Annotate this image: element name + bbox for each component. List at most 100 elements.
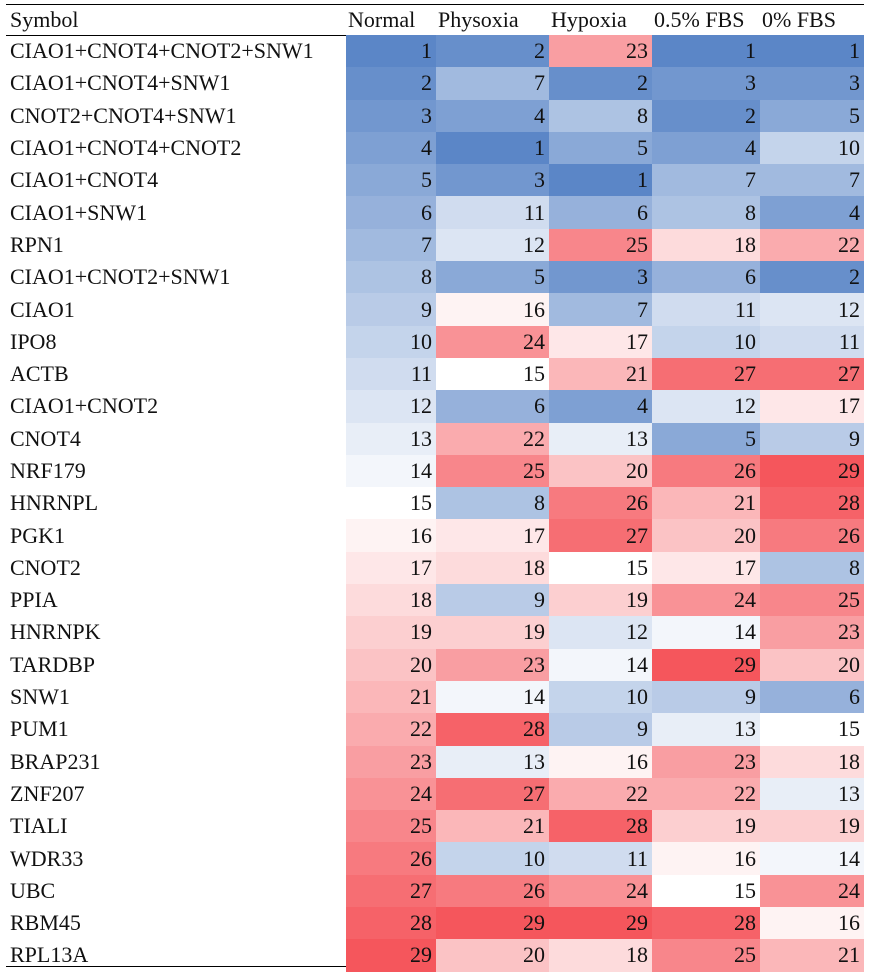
heatmap-cell: 4 [549,390,652,423]
heatmap-cell: 24 [652,584,760,617]
row-symbol-label: CIAO1+CNOT2 [10,393,159,419]
heatmap-cell: 8 [652,196,760,229]
row-symbol-label: CIAO1+CNOT4+CNOT2 [10,135,242,161]
table-row: CNOT2+CNOT4+SNW1 3 4 8 2 5 [6,99,864,132]
column-header-normal: Normal [348,7,416,32]
heatmap-cell: 19 [436,616,549,649]
table-row: CIAO1+SNW1 6 11 6 8 4 [6,196,864,229]
table-row: CIAO1+CNOT4+CNOT2 4 1 5 4 10 [6,131,864,165]
heatmap-cell: 21 [549,357,652,391]
heatmap-cell: 6 [760,680,864,714]
row-symbol-label: CIAO1+SNW1 [10,199,148,225]
heatmap-cell: 7 [346,228,436,262]
heatmap-cell: 28 [549,810,652,843]
heatmap-cell: 20 [652,519,760,552]
heatmap-cell: 28 [436,713,549,746]
heatmap-cell: 25 [436,454,549,488]
heatmap-cell: 1 [346,35,436,68]
heatmap-cell: 17 [346,551,436,585]
heatmap-cell: 5 [346,164,436,197]
row-symbol-label: TARDBP [10,651,96,677]
heatmap-cell: 3 [652,67,760,100]
table-row: RPN1 7 12 25 18 22 [6,228,864,262]
heatmap-cell: 4 [346,131,436,165]
heatmap-cell: 2 [760,261,864,294]
table-row: PUM1 22 28 9 13 15 [6,713,864,746]
heatmap-body: CIAO1+CNOT4+CNOT2+SNW1 1 2 23 1 1 CIAO1+CNOT4+… [6,35,864,972]
table-row: HNRNPK 19 19 12 14 23 [6,616,864,649]
heatmap-cell: 22 [346,713,436,746]
heatmap-cell: 1 [652,35,760,68]
heatmap-cell: 1 [436,131,549,165]
heatmap-cell: 23 [652,745,760,778]
heatmap-cell: 13 [652,713,760,746]
table-top-rule [6,4,864,5]
row-symbol-label: RPL13A [10,942,89,968]
heatmap-cell: 15 [760,713,864,746]
heatmap-cell: 7 [760,164,864,197]
heatmap-cell: 19 [760,810,864,843]
heatmap-cell: 10 [549,680,652,714]
heatmap-cell: 23 [549,35,652,68]
column-header-physoxia: Physoxia [438,7,519,32]
row-symbol-label: CIAO1 [10,296,75,322]
table-row: CIAO1 9 16 7 11 12 [6,293,864,326]
column-header-hypoxia: Hypoxia [551,7,627,32]
heatmap-cell: 29 [760,454,864,488]
heatmap-cell: 9 [346,293,436,326]
heatmap-cell: 27 [549,519,652,552]
heatmap-cell: 13 [549,422,652,455]
heatmap-cell: 29 [346,939,436,972]
heatmap-cell: 27 [346,874,436,908]
row-symbol-label: TIALI [10,813,68,839]
table-row: ZNF207 24 27 22 22 13 [6,777,864,811]
heatmap-cell: 15 [652,874,760,908]
heatmap-cell: 21 [652,487,760,520]
heatmap-cell: 16 [346,519,436,552]
heatmap-cell: 17 [436,519,549,552]
table-row: UBC 27 26 24 15 24 [6,874,864,908]
heatmap-cell: 12 [760,293,864,326]
heatmap-cell: 6 [436,390,549,423]
column-header-half-percent-fbs: 0.5% FBS [654,7,745,32]
row-symbol-label: WDR33 [10,845,84,871]
column-header-zero-percent-fbs: 0% FBS [762,7,836,32]
heatmap-cell: 27 [652,357,760,391]
heatmap-cell: 16 [760,907,864,940]
heatmap-cell: 14 [346,454,436,488]
heatmap-cell: 26 [760,519,864,552]
heatmap-cell: 3 [346,99,436,132]
heatmap-cell: 9 [436,584,549,617]
heatmap-cell: 1 [760,35,864,68]
heatmap-cell: 24 [760,874,864,908]
table-row: WDR33 26 10 11 16 14 [6,842,864,875]
table-row: HNRNPL 15 8 26 21 28 [6,487,864,520]
heatmap-cell: 14 [652,616,760,649]
table-row: RBM45 28 29 29 28 16 [6,907,864,940]
heatmap-cell: 5 [436,261,549,294]
header-row: Symbol Normal Physoxia Hypoxia 0.5% FBS … [6,5,864,35]
heatmap-cell: 20 [436,939,549,972]
row-symbol-label: SNW1 [10,684,70,710]
heatmap-cell: 4 [760,196,864,229]
row-symbol-label: CIAO1+CNOT2+SNW1 [10,264,231,290]
row-symbol-label: RPN1 [10,231,64,257]
table-row: CNOT4 13 22 13 5 9 [6,422,864,455]
heatmap-cell: 20 [346,648,436,681]
heatmap-cell: 18 [346,584,436,617]
heatmap-cell: 1 [549,164,652,197]
heatmap-cell: 3 [436,164,549,197]
heatmap-table: Symbol Normal Physoxia Hypoxia 0.5% FBS … [6,5,864,972]
heatmap-cell: 5 [652,422,760,455]
heatmap-cell: 20 [549,454,652,488]
row-symbol-label: UBC [10,877,56,903]
heatmap-cell: 28 [760,487,864,520]
heatmap-cell: 2 [652,99,760,132]
heatmap-cell: 28 [346,907,436,940]
heatmap-cell: 10 [760,131,864,165]
heatmap-cell: 6 [346,196,436,229]
heatmap-cell: 15 [436,357,549,391]
heatmap-cell: 25 [760,584,864,617]
table-row: CNOT2 17 18 15 17 8 [6,551,864,585]
row-symbol-label: IPO8 [10,328,57,354]
